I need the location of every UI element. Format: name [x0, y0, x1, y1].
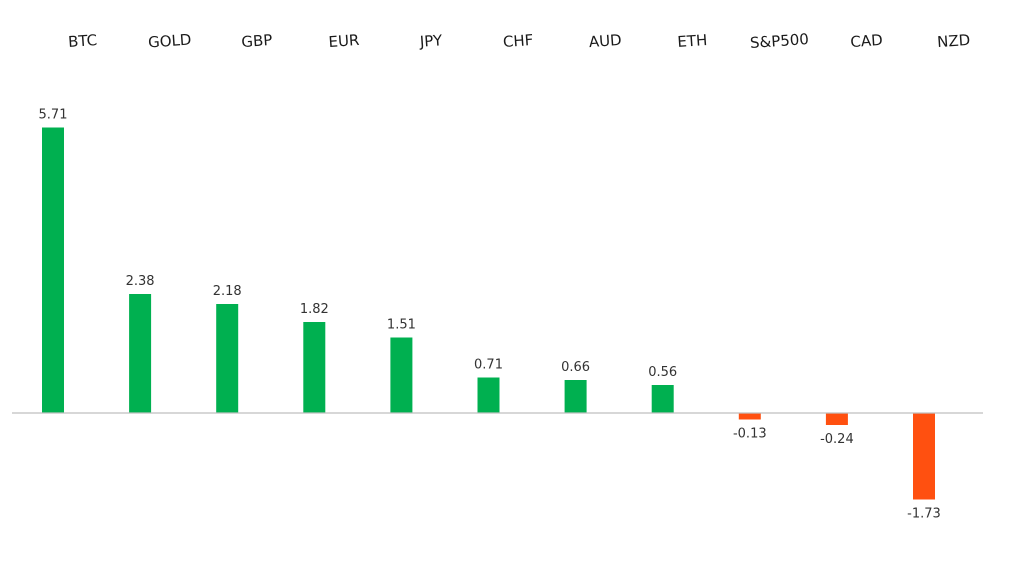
category-label-sandp500: S&P500	[749, 30, 809, 52]
value-label-sandp500: -0.13	[733, 427, 767, 442]
value-label-jpy: 1.51	[387, 318, 416, 333]
category-label-chf: CHF	[502, 31, 534, 51]
value-label-chf: 0.71	[474, 358, 503, 373]
bar-aud	[564, 380, 587, 413]
value-label-eth: 0.56	[648, 365, 677, 380]
value-label-aud: 0.66	[561, 360, 590, 375]
category-label-aud: AUD	[588, 31, 622, 51]
bar-gold	[129, 294, 152, 413]
category-label-gbp: GBP	[241, 31, 273, 51]
bar-jpy	[390, 337, 413, 413]
bar-nzd	[913, 413, 935, 500]
category-label-cad: CAD	[850, 31, 883, 51]
value-label-eur: 1.82	[300, 302, 329, 317]
bar-sandp500	[738, 413, 761, 420]
category-label-eth: ETH	[677, 31, 708, 51]
bar-chf	[477, 377, 500, 413]
category-label-btc: BTC	[68, 31, 98, 51]
value-label-gold: 2.38	[126, 274, 155, 289]
value-label-gbp: 2.18	[213, 284, 242, 299]
value-labels-group: 5.71 2.38 2.18 1.82 1.51 0.71 0.66 0.56 -0.13 -0.…	[39, 108, 941, 522]
bar-gbp	[216, 304, 239, 413]
category-labels-group: BTC GOLD GBP EUR JPY CHF AUD ETH S&P500 CAD NZD	[68, 30, 971, 52]
category-label-nzd: NZD	[937, 31, 971, 51]
category-label-eur: EUR	[328, 31, 360, 51]
value-label-nzd: -1.73	[907, 507, 941, 522]
value-label-btc: 5.71	[39, 108, 68, 123]
bar-eth	[651, 385, 674, 413]
bar-cad	[825, 413, 848, 425]
bar-eur	[303, 322, 326, 413]
bars-group	[42, 127, 935, 500]
bar-btc	[42, 127, 64, 413]
category-label-jpy: JPY	[418, 31, 443, 51]
category-label-gold: GOLD	[148, 31, 192, 52]
value-label-cad: -0.24	[820, 432, 854, 447]
